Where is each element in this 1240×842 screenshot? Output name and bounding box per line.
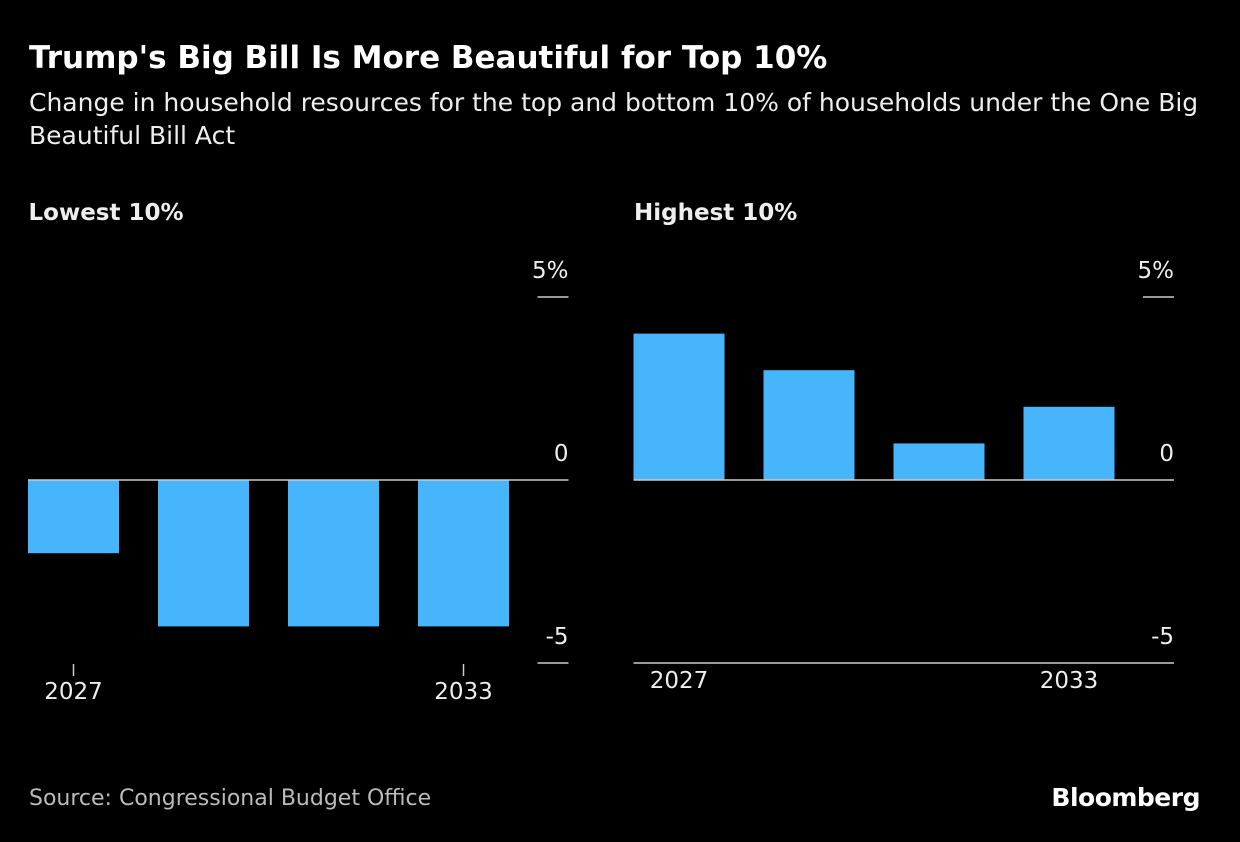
bar <box>158 480 249 627</box>
subtitle: Change in household resources for the to… <box>29 88 1199 150</box>
x-tick-label: 2033 <box>434 679 493 705</box>
bar <box>418 480 509 627</box>
logo: Bloomberg <box>1051 783 1200 812</box>
bar <box>1023 406 1115 480</box>
title: Trump's Big Bill Is More Beautiful for T… <box>29 40 828 76</box>
panel-title: Lowest 10% <box>29 200 184 226</box>
panel-title: Highest 10% <box>634 200 797 226</box>
y-tick-label: 0 <box>554 441 569 467</box>
y-tick-label: -5 <box>1151 624 1174 650</box>
bar <box>288 480 379 627</box>
bar <box>893 443 985 480</box>
y-tick-label: 5% <box>1138 258 1175 284</box>
bar <box>633 333 725 480</box>
x-tick-label: 2027 <box>650 668 709 694</box>
bar <box>28 480 119 554</box>
source: Source: Congressional Budget Office <box>29 786 432 811</box>
y-tick-label: 5% <box>532 258 569 284</box>
x-tick-label: 2027 <box>44 679 103 705</box>
x-tick-label: 2033 <box>1040 668 1099 694</box>
bar <box>763 370 855 480</box>
y-tick-label: 0 <box>1159 441 1174 467</box>
y-tick-label: -5 <box>546 624 569 650</box>
